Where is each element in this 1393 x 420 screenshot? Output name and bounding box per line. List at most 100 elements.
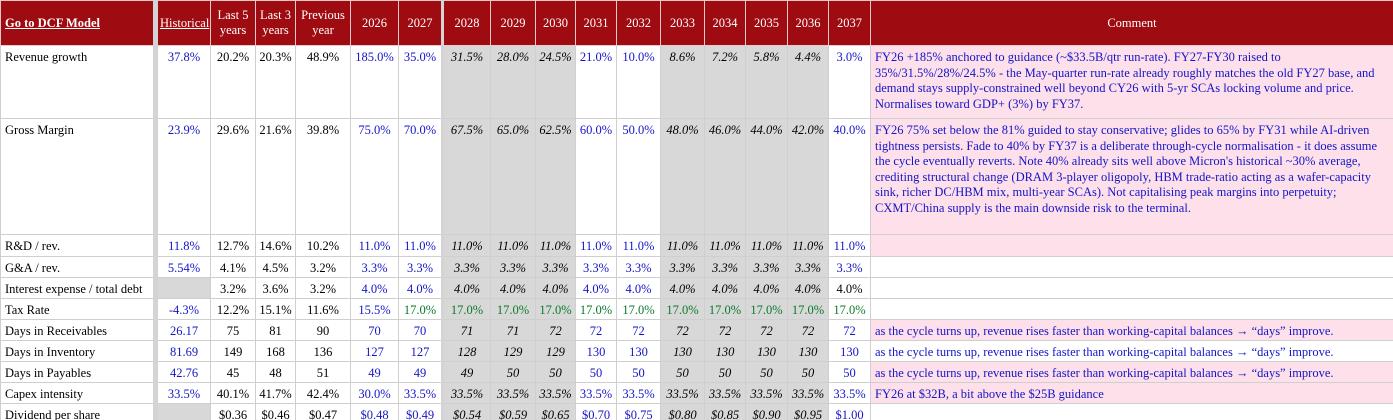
value-cell: 70.0% — [398, 118, 443, 235]
value-cell: 72 — [535, 319, 576, 341]
value-cell: $0.54 — [441, 403, 491, 420]
column-header: 2026 — [350, 0, 399, 46]
column-header[interactable]: Historical — [155, 0, 211, 46]
value-cell: $0.65 — [535, 403, 576, 420]
value-cell: 50 — [660, 361, 705, 383]
comment-cell: FY26 at $32B, a bit above the $25B guida… — [870, 382, 1393, 404]
row-label: G&A / rev. — [0, 256, 158, 278]
dcf-link[interactable]: Go to DCF Model — [5, 15, 101, 30]
value-cell: 33.5% — [441, 382, 491, 404]
value-cell: 11.0% — [350, 234, 399, 257]
value-cell: 128 — [441, 340, 491, 362]
column-header: 2029 — [490, 0, 536, 46]
data-row: R&D / rev. 11.8% 12.7% 14.6% 10.2% 11.0% 11.0%… — [0, 234, 1393, 257]
comment-header: Comment — [870, 0, 1393, 46]
value-cell: 3.3% — [787, 256, 829, 278]
value-cell: 17.0% — [745, 298, 788, 320]
value-cell: 75 — [210, 319, 256, 341]
value-cell: 4.5% — [255, 256, 296, 278]
value-cell: 72 — [828, 319, 871, 341]
value-cell: 11.0% — [398, 234, 443, 257]
value-cell: 33.5% — [787, 382, 829, 404]
value-cell: 129 — [490, 340, 536, 362]
value-cell: 3.3% — [828, 256, 871, 278]
value-cell: 17.0% — [535, 298, 576, 320]
value-cell: 3.0% — [828, 45, 871, 119]
value-cell: 4.0% — [398, 277, 443, 299]
value-cell: 10.0% — [616, 45, 661, 119]
value-cell: 24.5% — [535, 45, 576, 119]
data-row: Gross Margin 23.9% 29.6% 21.6% 39.8% 75.0% 70.… — [0, 118, 1393, 235]
value-cell: 11.6% — [295, 298, 351, 320]
value-cell: 33.5% — [660, 382, 705, 404]
value-cell: 130 — [616, 340, 661, 362]
comment-cell: FY26 +185% anchored to guidance (~$33.5B… — [870, 45, 1393, 119]
value-cell: 149 — [210, 340, 256, 362]
data-row: Dividend per share $0.36 $0.46 $0.47 $0.48 $0… — [0, 403, 1393, 420]
value-cell: 67.5% — [441, 118, 491, 235]
value-cell: 129 — [535, 340, 576, 362]
value-cell: 127 — [398, 340, 443, 362]
value-cell: 72 — [660, 319, 705, 341]
value-cell: 185.0% — [350, 45, 399, 119]
value-cell: 11.0% — [660, 234, 705, 257]
data-row: Capex intensity 33.5% 40.1% 41.7% 42.4% 30.0%… — [0, 382, 1393, 404]
column-header: Last 3 years — [255, 0, 296, 46]
comment-cell: FY26 75% set below the 81% guided to sta… — [870, 118, 1393, 235]
value-cell: 4.0% — [787, 277, 829, 299]
row-label: Revenue growth — [0, 45, 158, 119]
value-cell: 42.0% — [787, 118, 829, 235]
row-label: Interest expense / total debt — [0, 277, 158, 299]
column-header: 2037 — [828, 0, 871, 46]
value-cell: $0.90 — [745, 403, 788, 420]
value-cell: $0.95 — [787, 403, 829, 420]
value-cell: 3.2% — [295, 256, 351, 278]
value-cell: 20.2% — [210, 45, 256, 119]
value-cell: 5.54% — [155, 256, 211, 278]
value-cell: 12.2% — [210, 298, 256, 320]
value-cell: 4.0% — [745, 277, 788, 299]
data-row: Interest expense / total debt 3.2% 3.6% 3.2… — [0, 277, 1393, 299]
value-cell: 15.1% — [255, 298, 296, 320]
value-cell: 39.8% — [295, 118, 351, 235]
value-cell: 17.0% — [787, 298, 829, 320]
comment-cell — [870, 256, 1393, 278]
comment-cell — [870, 403, 1393, 420]
value-cell: $0.75 — [616, 403, 661, 420]
value-cell: 41.7% — [255, 382, 296, 404]
comment-cell — [870, 298, 1393, 320]
comment-cell — [870, 277, 1393, 299]
value-cell: 26.17 — [155, 319, 211, 341]
data-row: Days in Receivables 26.17 75 81 90 70 70 71 71 72… — [0, 319, 1393, 341]
column-header: 2027 — [398, 0, 443, 46]
value-cell: 72 — [575, 319, 617, 341]
value-cell: $0.59 — [490, 403, 536, 420]
value-cell: 75.0% — [350, 118, 399, 235]
value-cell: 4.0% — [704, 277, 746, 299]
column-header: 2034 — [704, 0, 746, 46]
value-cell: $0.46 — [255, 403, 296, 420]
value-cell: 90 — [295, 319, 351, 341]
value-cell: 44.0% — [745, 118, 788, 235]
value-cell: 3.3% — [660, 256, 705, 278]
value-cell: 11.0% — [704, 234, 746, 257]
value-cell: 33.5% — [155, 382, 211, 404]
value-cell: $0.47 — [295, 403, 351, 420]
value-cell: 50 — [828, 361, 871, 383]
value-cell: 33.5% — [828, 382, 871, 404]
value-cell: 50 — [535, 361, 576, 383]
header-cell: Go to DCF Model — [0, 0, 158, 46]
value-cell: 51 — [295, 361, 351, 383]
value-cell: 17.0% — [828, 298, 871, 320]
value-cell: 62.5% — [535, 118, 576, 235]
value-cell: 50.0% — [616, 118, 661, 235]
value-cell: 17.0% — [441, 298, 491, 320]
value-cell: 4.0% — [828, 277, 871, 299]
value-cell: 130 — [704, 340, 746, 362]
value-cell: 71 — [490, 319, 536, 341]
value-cell: 11.0% — [490, 234, 536, 257]
value-cell: 23.9% — [155, 118, 211, 235]
value-cell: 81.69 — [155, 340, 211, 362]
comment-cell: as the cycle turns up, revenue rises fas… — [870, 361, 1393, 383]
value-cell: 42.76 — [155, 361, 211, 383]
